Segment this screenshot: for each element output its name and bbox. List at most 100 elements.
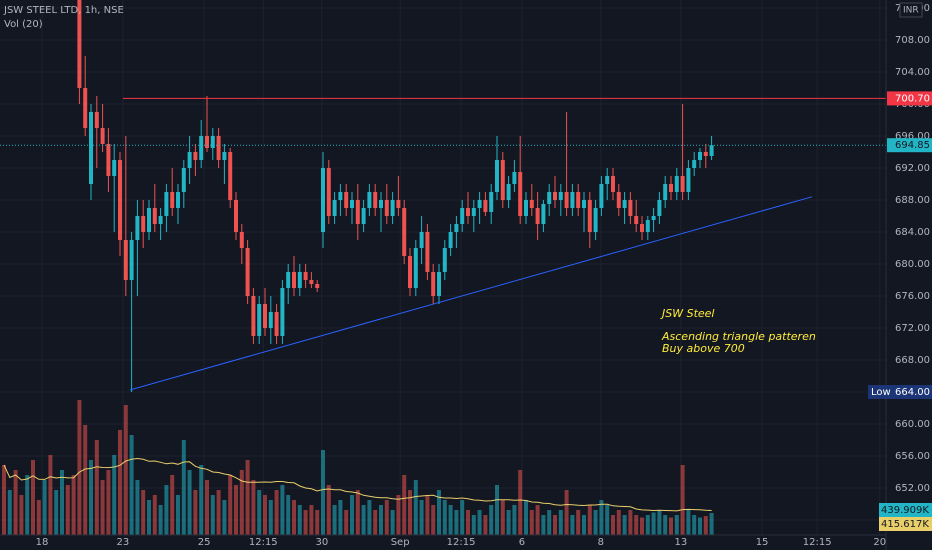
low-tag [868,385,932,399]
candle-body [599,184,604,208]
volume-bar [367,500,372,535]
candle-body [494,160,499,192]
volume-bar [65,485,70,535]
candle-body [286,272,291,288]
volume-bar [436,490,441,535]
volume-bar [384,500,389,535]
candle-body [100,128,105,144]
volume-bar [686,510,691,535]
candle-body [390,200,395,216]
volume-bar [558,510,563,535]
candle-body [251,296,256,336]
volume-bar [193,490,198,535]
candle-body [361,208,366,224]
candle-body [616,192,621,208]
volume-bar [477,510,482,535]
candle-body [500,160,505,200]
y-tick-label: 660.00 [895,419,930,430]
volume-bar [355,490,360,535]
volume-bar [274,490,279,535]
y-tick-label: 688.00 [895,195,930,206]
candle-body [686,168,691,192]
grid [0,0,886,535]
candle-body [529,200,534,208]
volume-bar [523,500,528,535]
candle-body [210,136,215,148]
x-tick-label: 13 [674,537,687,548]
volume-bar [518,470,523,535]
candle-body [338,192,343,200]
candle-body [651,216,656,220]
candle-body [512,172,517,184]
volume-bar [257,490,262,535]
candle-body [77,0,82,88]
candle-body [703,152,708,156]
volume-bar [181,440,186,535]
x-tick-label: Sep [391,537,410,548]
candle-body [697,152,702,160]
candle-body [396,200,401,208]
x-tick-label: 12:15 [803,537,832,548]
volume-bar [13,470,18,535]
volume-bar [286,495,291,535]
volume-bar [141,490,146,535]
volume-bar [71,475,76,535]
candle-body [355,200,360,224]
candle-body [425,232,430,272]
volume-bar [483,515,488,535]
volume-bar [309,505,314,535]
volume-bar [222,500,227,535]
volume-bar [239,470,244,535]
volume-bar [187,470,192,535]
volume-pane [2,400,714,535]
volume-bar [216,490,221,535]
currency-box [899,2,923,18]
x-tick-label: 12:15 [447,537,476,548]
x-tick-label: 6 [519,537,525,548]
volume-bar [541,515,546,535]
volume-bar [291,500,296,535]
volume-bar [326,485,331,535]
volume-bar [245,460,250,535]
volume-bar [512,505,517,535]
candle-body [274,312,279,336]
candle-body [332,200,337,216]
volume-bar [674,515,679,535]
candle-body [622,200,627,208]
volume-bar [616,510,621,535]
candle-body [83,88,88,128]
volume-bar [599,500,604,535]
volume-bar [268,500,273,535]
volume-bar [280,485,285,535]
volume-bar [205,480,210,535]
price-tag-label: 694.85 [895,140,930,151]
volume-bar [547,510,552,535]
chart-title: JSW STEEL LTD, 1h, NSE [3,5,124,16]
candle-body [448,232,453,248]
candle-body [628,200,633,216]
volume-bar [402,475,407,535]
volume-bar [396,495,401,535]
volume-bar [170,475,175,535]
candle-body [483,200,488,212]
candle-body [349,200,354,208]
price-pane [0,0,886,392]
x-tick-label: 25 [198,537,211,548]
volume-bar [489,505,494,535]
volume-bar [83,425,88,535]
volume-bar [297,505,302,535]
y-tick-label: 676.00 [895,291,930,302]
candle-body [205,136,210,148]
volume-bar [460,500,465,535]
volume-bar [77,400,82,535]
volume-ma-tag [879,517,932,531]
candle-body [645,220,650,232]
volume-bar [651,512,656,535]
x-tick-label: 8 [598,537,604,548]
volume-bar [634,515,639,535]
candle-body [158,216,163,224]
volume-bar [332,505,337,535]
candle-body [657,200,662,216]
candle-body [506,184,511,200]
